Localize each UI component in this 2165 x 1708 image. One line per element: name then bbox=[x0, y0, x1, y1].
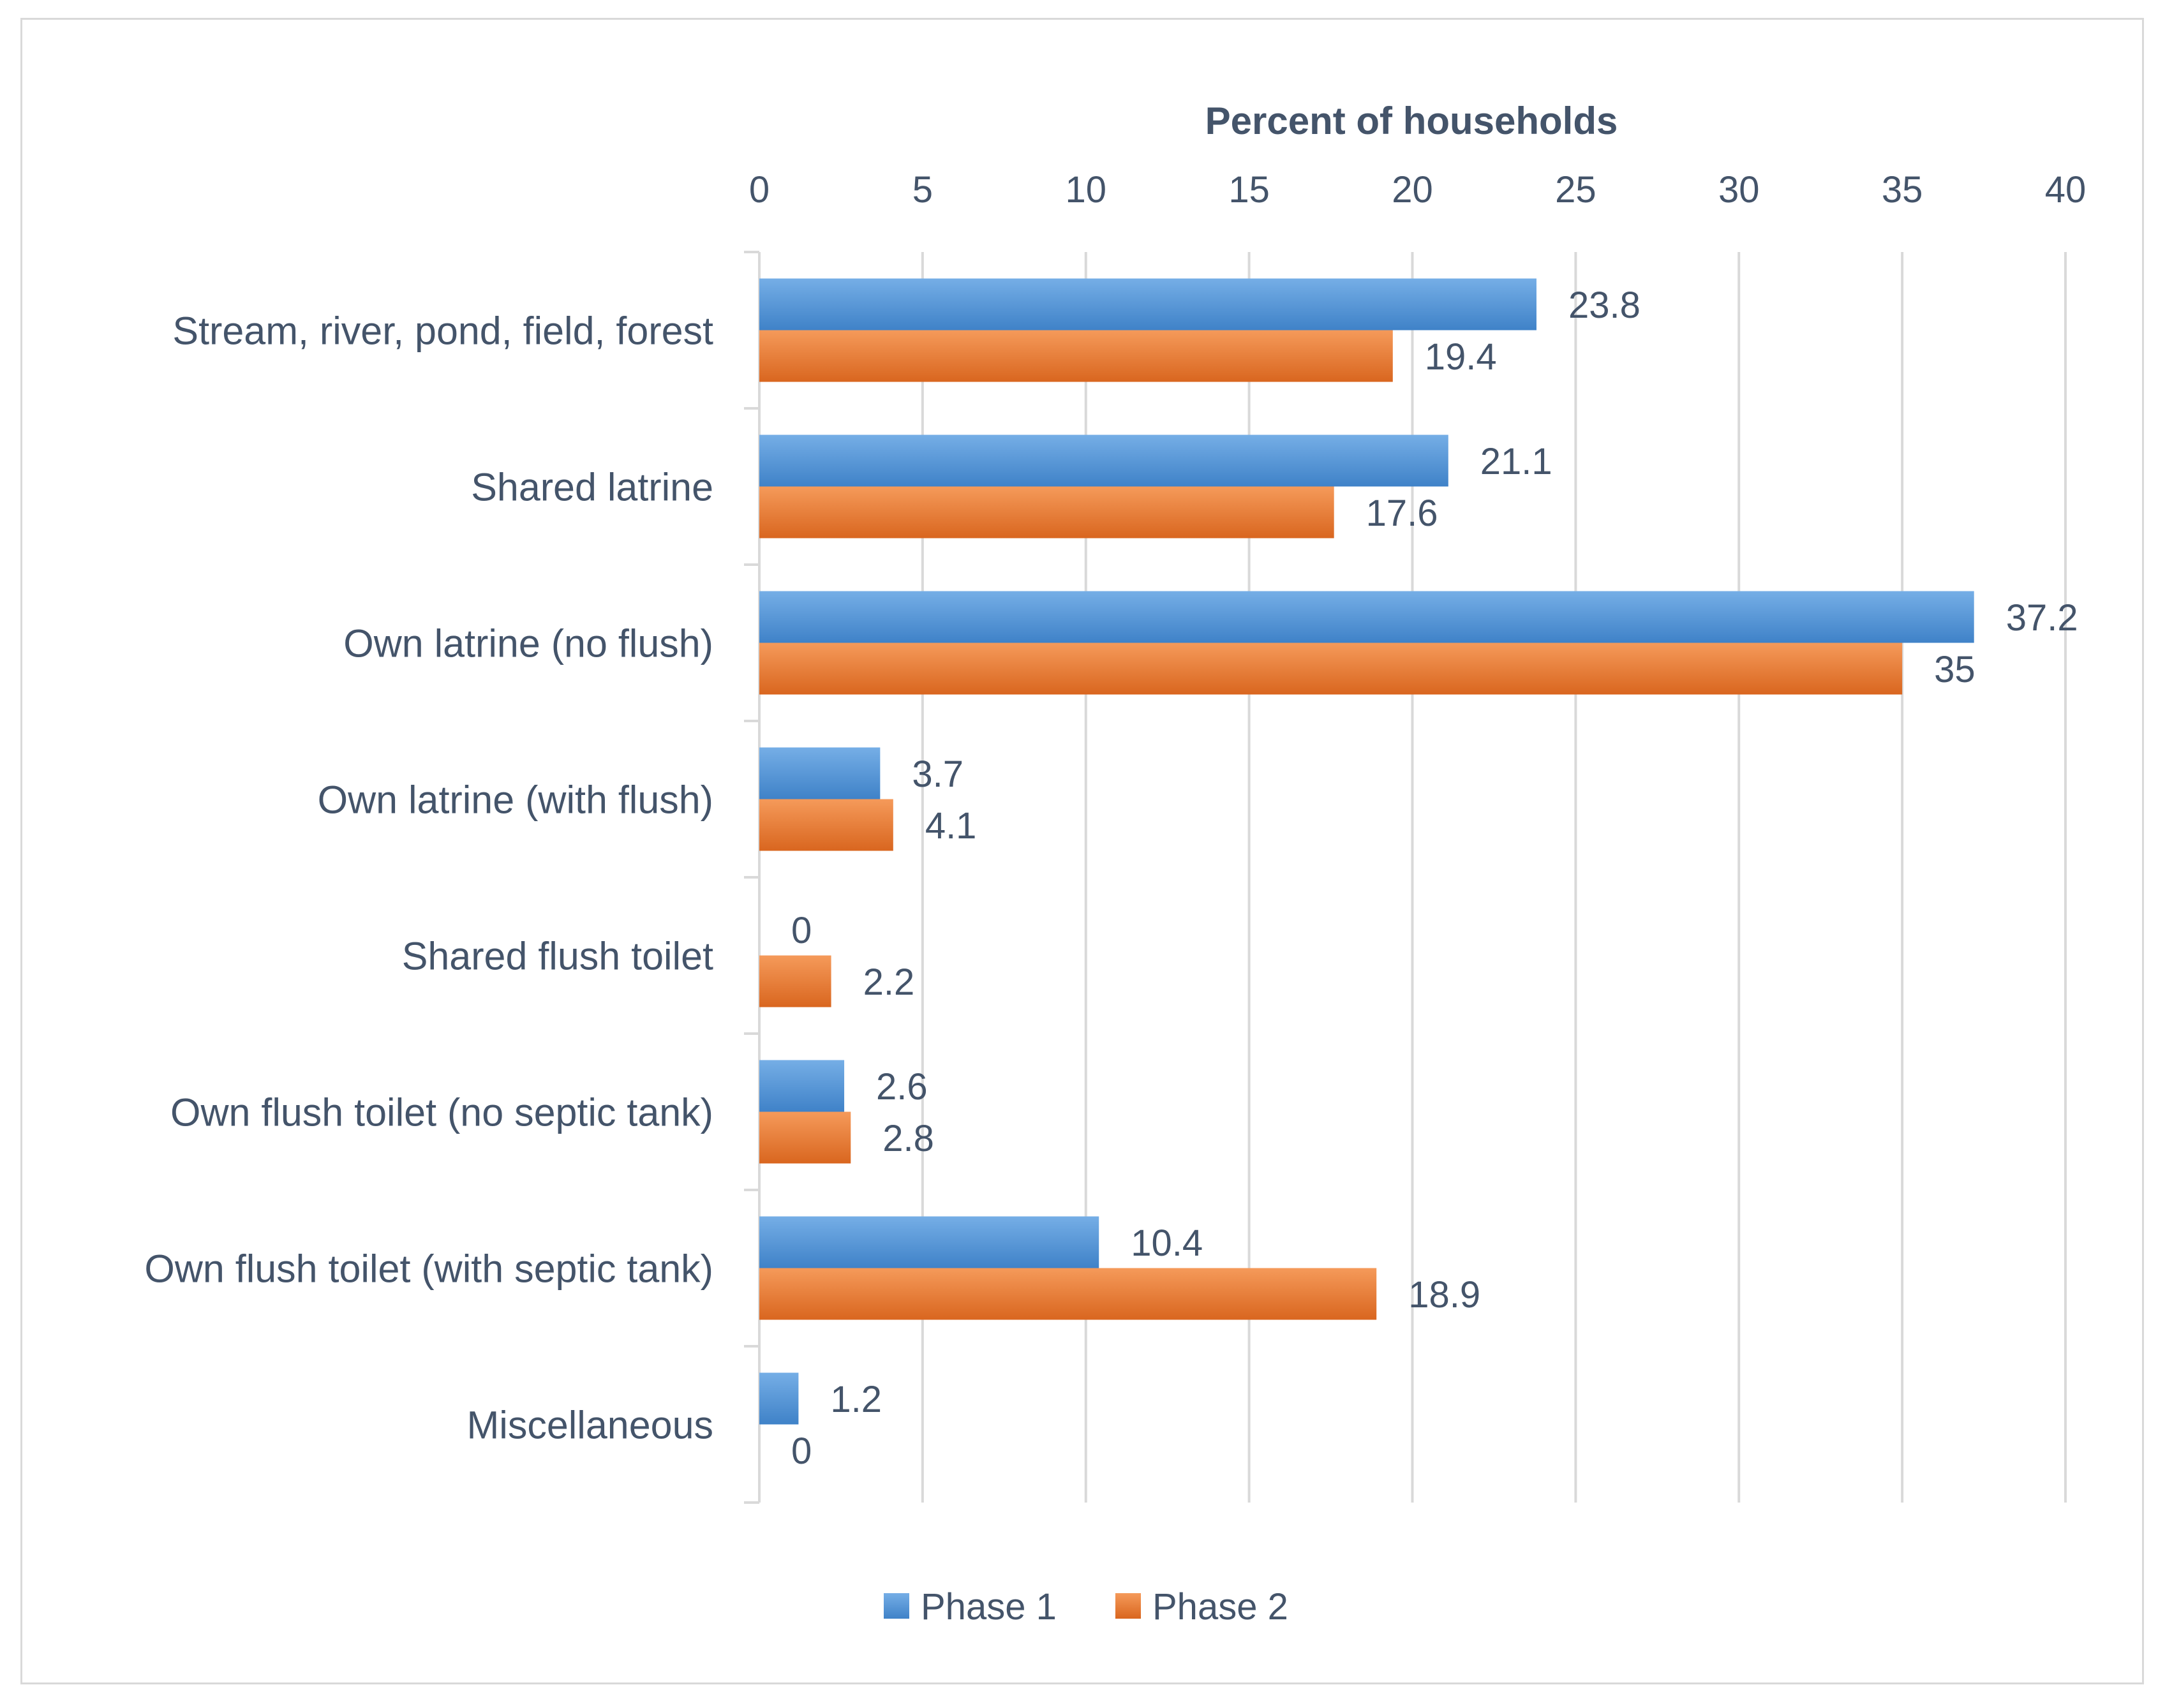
axes: 0 5 10 15 20 25 30 35 40 Stream, river, pond, fie… bbox=[144, 169, 2087, 1504]
bar-phase-1 bbox=[759, 1372, 799, 1425]
legend-swatch bbox=[884, 1593, 909, 1619]
bar-phase-1 bbox=[759, 747, 881, 799]
bar-phase-1 bbox=[759, 1060, 845, 1112]
category-label: Shared flush toilet bbox=[402, 935, 713, 978]
bar-phase-1 bbox=[759, 1216, 1099, 1268]
category-label: Own latrine (with flush) bbox=[318, 778, 713, 822]
data-label: 21.1 bbox=[1480, 441, 1552, 482]
data-label: 0 bbox=[791, 910, 812, 951]
bar-phase-1 bbox=[759, 591, 1974, 643]
bar-phase-2 bbox=[759, 1111, 851, 1164]
data-label: 18.9 bbox=[1408, 1274, 1480, 1316]
legend: Phase 1 Phase 2 bbox=[884, 1586, 1288, 1628]
data-label: 10.4 bbox=[1131, 1222, 1203, 1264]
bar-phase-2 bbox=[759, 1268, 1377, 1320]
legend-label: Phase 1 bbox=[921, 1586, 1057, 1628]
category-label: Own flush toilet (with septic tank) bbox=[144, 1247, 713, 1291]
bar-phase-2 bbox=[759, 330, 1393, 382]
category-label: Miscellaneous bbox=[466, 1404, 713, 1447]
data-label: 17.6 bbox=[1366, 493, 1438, 534]
data-label: 4.1 bbox=[925, 805, 977, 847]
category-label: Shared latrine bbox=[471, 466, 713, 509]
x-tick-label: 20 bbox=[1392, 169, 1433, 211]
legend-swatch bbox=[1115, 1593, 1141, 1619]
bar-phase-2 bbox=[759, 955, 831, 1007]
category-label: Own latrine (no flush) bbox=[343, 622, 713, 665]
x-tick-label: 35 bbox=[1882, 169, 1923, 211]
bar-phase-1 bbox=[759, 434, 1448, 487]
bar-phase-2 bbox=[759, 642, 1903, 695]
x-tick-label: 25 bbox=[1555, 169, 1596, 211]
x-tick-label: 40 bbox=[2045, 169, 2087, 211]
data-label: 2.6 bbox=[876, 1066, 928, 1108]
x-tick-label: 30 bbox=[1718, 169, 1760, 211]
data-label: 35 bbox=[1934, 649, 1975, 690]
x-tick-label: 0 bbox=[749, 169, 770, 211]
x-tick-label: 10 bbox=[1065, 169, 1106, 211]
data-label: 2.8 bbox=[882, 1118, 934, 1159]
legend-label: Phase 2 bbox=[1152, 1586, 1288, 1628]
x-tick-label: 15 bbox=[1228, 169, 1270, 211]
category-label: Own flush toilet (no septic tank) bbox=[170, 1091, 713, 1134]
data-label: 37.2 bbox=[2006, 597, 2078, 639]
category-label: Stream, river, pond, field, forest bbox=[172, 309, 713, 353]
bars bbox=[759, 278, 1974, 1425]
x-tick-label: 5 bbox=[912, 169, 933, 211]
data-label: 1.2 bbox=[830, 1379, 882, 1420]
data-label: 23.8 bbox=[1568, 285, 1640, 326]
bar-phase-1 bbox=[759, 278, 1536, 330]
data-label: 3.7 bbox=[912, 754, 963, 795]
data-labels: 23.8 21.1 37.2 3.7 0 2.6 10.4 1.2 19.4 17.6 35 4.1 2… bbox=[791, 285, 2078, 1472]
x-axis-title: Percent of households bbox=[1205, 100, 1618, 142]
data-label: 0 bbox=[791, 1430, 812, 1472]
data-label: 2.2 bbox=[863, 962, 915, 1003]
data-label: 19.4 bbox=[1425, 336, 1497, 378]
bar-phase-2 bbox=[759, 799, 893, 851]
bar-phase-2 bbox=[759, 486, 1334, 538]
